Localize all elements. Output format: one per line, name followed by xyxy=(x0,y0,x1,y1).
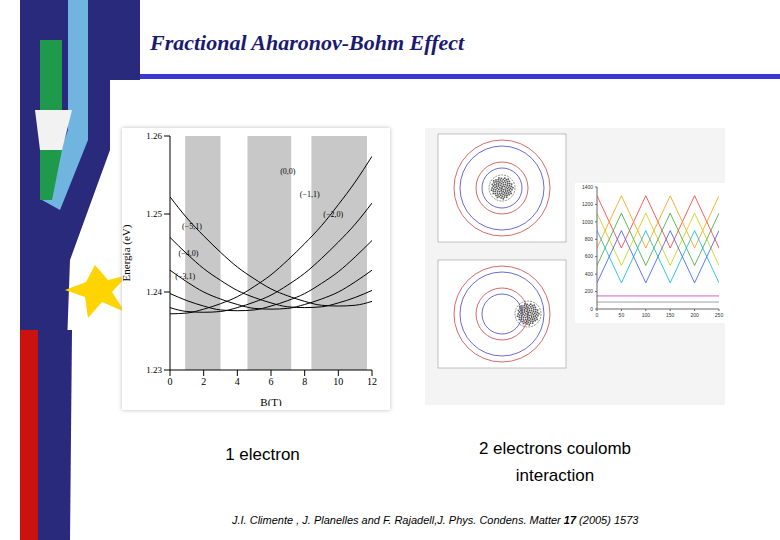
svg-text:(0,0): (0,0) xyxy=(280,167,296,176)
svg-text:4: 4 xyxy=(235,376,240,387)
html-text:Fractional Aharonov-Bohm Effec: Fractional Aharonov-Bohm Effect xyxy=(150,30,465,55)
svg-text:(−4,0): (−4,0) xyxy=(179,249,199,258)
svg-text:200: 200 xyxy=(690,312,699,318)
svg-text:100: 100 xyxy=(642,312,651,318)
svg-text:1.24: 1.24 xyxy=(146,287,162,297)
svg-text:50: 50 xyxy=(619,312,625,318)
svg-text:6: 6 xyxy=(269,376,274,387)
svg-text:800: 800 xyxy=(585,236,594,242)
svg-text:B(T): B(T) xyxy=(260,396,282,406)
svg-text:1000: 1000 xyxy=(582,219,593,225)
svg-text:0: 0 xyxy=(590,306,593,312)
svg-text:200: 200 xyxy=(585,288,594,294)
svg-text:0: 0 xyxy=(168,376,173,387)
svg-text:1200: 1200 xyxy=(582,201,593,207)
svg-text:8: 8 xyxy=(302,376,307,387)
svg-text:10: 10 xyxy=(333,376,343,387)
svg-text:250: 250 xyxy=(715,312,724,318)
svg-text:(−3,1): (−3,1) xyxy=(175,272,195,281)
svg-text:1400: 1400 xyxy=(582,184,593,190)
svg-text:(−5,1): (−5,1) xyxy=(182,222,202,231)
html-text:2 electrons coulomb interactio: 2 electrons coulomb interaction xyxy=(478,439,632,485)
html-text:J.I. Climente , J. Planelles a: J.I. Climente , J. Planelles and F. Raja… xyxy=(232,514,639,526)
svg-text:2: 2 xyxy=(201,376,206,387)
html-text:1 electron: 1 electron xyxy=(225,445,300,464)
svg-text:150: 150 xyxy=(666,312,675,318)
svg-text:(−2,0): (−2,0) xyxy=(323,210,343,219)
svg-text:12: 12 xyxy=(367,376,377,387)
svg-text:(−1,1): (−1,1) xyxy=(300,190,320,199)
svg-text:1.26: 1.26 xyxy=(146,131,162,141)
svg-text:1.23: 1.23 xyxy=(146,365,162,375)
svg-text:400: 400 xyxy=(585,271,594,277)
svg-text:1.25: 1.25 xyxy=(146,209,162,219)
svg-text:0: 0 xyxy=(596,312,599,318)
svg-text:Energia (eV): Energia (eV) xyxy=(122,224,133,281)
svg-text:600: 600 xyxy=(585,253,594,259)
